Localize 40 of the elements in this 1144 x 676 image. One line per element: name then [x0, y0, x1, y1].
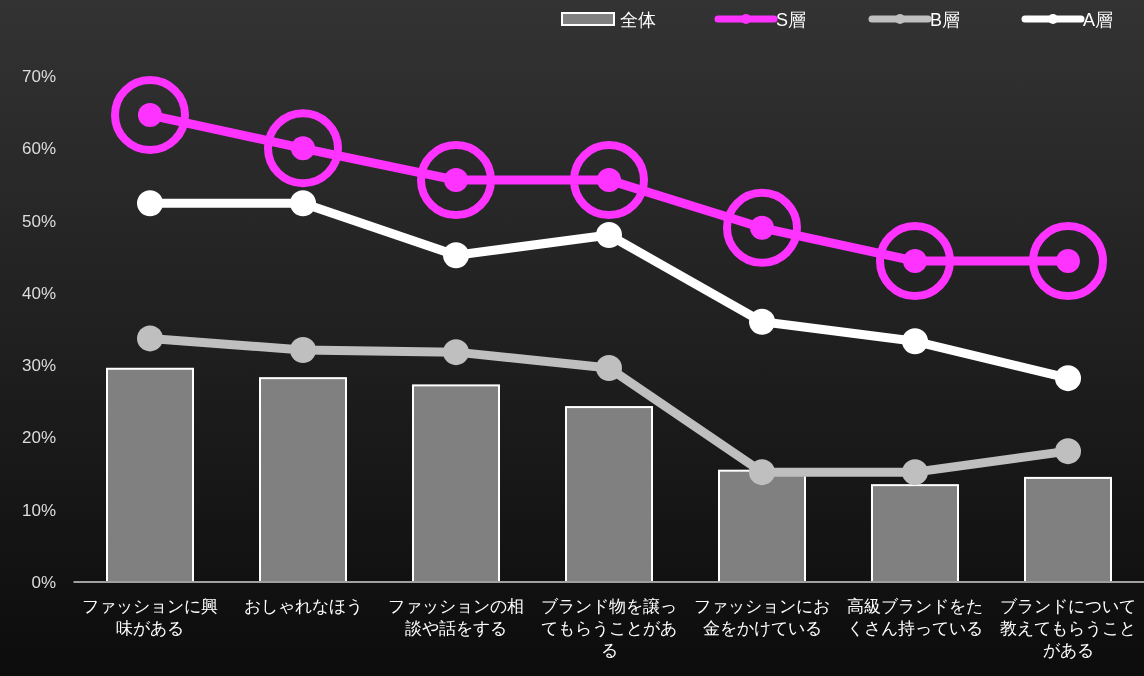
y-tick-label: 50% — [21, 211, 56, 231]
y-tick-label: 10% — [21, 500, 56, 520]
legend-label: S層 — [776, 10, 807, 30]
point — [290, 190, 316, 217]
y-tick-label: 70% — [21, 67, 56, 86]
x-tick-label: おしゃれなほう — [242, 596, 364, 618]
point — [1055, 438, 1081, 465]
x-tick-label: ブランド物を譲ってもらうことがある — [540, 596, 678, 662]
point — [902, 328, 928, 355]
legend-label: B層 — [930, 10, 961, 30]
y-tick-label: 0% — [31, 573, 56, 592]
point — [443, 339, 469, 366]
y-tick-label: 40% — [21, 283, 56, 303]
bar — [1024, 476, 1112, 583]
point — [749, 459, 775, 486]
point — [749, 308, 775, 335]
point — [596, 222, 622, 249]
x-tick-label: ファッションの相談や話をする — [387, 596, 525, 640]
bar — [106, 367, 194, 583]
point — [290, 336, 316, 363]
x-tick-label: 高級ブランドをたくさん持っている — [846, 596, 984, 640]
x-tick-label: ファッションにお金をかけている — [693, 596, 831, 640]
point — [137, 325, 163, 352]
legend-label: A層 — [1083, 10, 1114, 30]
bar — [871, 484, 959, 583]
y-tick-label: 60% — [21, 139, 56, 159]
bar — [718, 469, 806, 583]
y-tick-label: 20% — [21, 428, 56, 448]
x-tick-label: ブランドについて教えてもらうことがある — [999, 596, 1137, 662]
point — [596, 355, 622, 382]
y-tick-label: 30% — [21, 356, 56, 376]
point — [1055, 365, 1081, 392]
bar — [565, 406, 653, 583]
bar — [259, 377, 347, 583]
point — [137, 190, 163, 217]
bar — [412, 384, 500, 583]
x-tick-label: ファッションに興味がある — [81, 596, 219, 640]
legend-label: 全体 — [620, 10, 656, 30]
point — [443, 242, 469, 269]
point — [902, 459, 928, 486]
